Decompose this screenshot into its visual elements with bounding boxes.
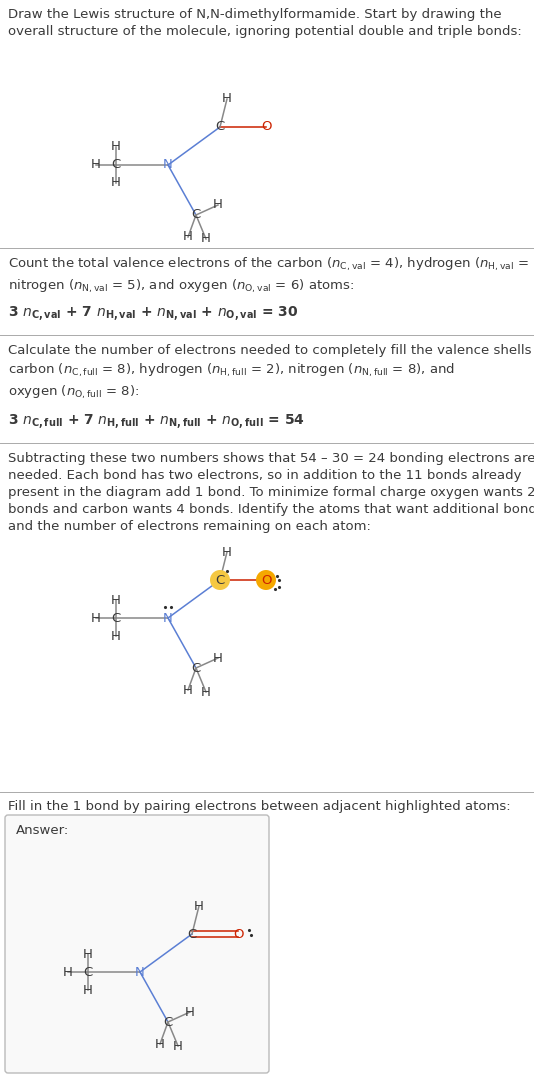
Text: O: O bbox=[261, 573, 271, 587]
Text: H: H bbox=[155, 1037, 165, 1050]
Text: H: H bbox=[201, 233, 211, 246]
Text: H: H bbox=[222, 545, 232, 559]
Text: H: H bbox=[194, 899, 204, 912]
Text: C: C bbox=[112, 612, 121, 625]
Text: Answer:: Answer: bbox=[16, 824, 69, 837]
Text: N: N bbox=[163, 612, 173, 625]
Ellipse shape bbox=[256, 570, 276, 590]
Text: H: H bbox=[183, 230, 193, 243]
Text: C: C bbox=[187, 927, 197, 940]
Text: C: C bbox=[163, 1016, 172, 1029]
Text: 3 $n_\mathbf{C,full}$ + 7 $n_\mathbf{H,full}$ + $n_\mathbf{N,full}$ + $n_\mathbf: 3 $n_\mathbf{C,full}$ + 7 $n_\mathbf{H,f… bbox=[8, 412, 305, 431]
Text: H: H bbox=[91, 612, 101, 625]
Text: H: H bbox=[213, 198, 223, 211]
Text: C: C bbox=[215, 121, 225, 134]
Text: H: H bbox=[213, 652, 223, 665]
Text: H: H bbox=[91, 158, 101, 171]
Text: H: H bbox=[173, 1039, 183, 1052]
Text: O: O bbox=[261, 121, 271, 134]
Text: C: C bbox=[83, 965, 92, 979]
Text: O: O bbox=[233, 927, 244, 940]
Text: N: N bbox=[163, 158, 173, 171]
Text: Count the total valence electrons of the carbon ($n_\mathrm{C,val}$ = 4), hydrog: Count the total valence electrons of the… bbox=[8, 256, 534, 295]
Text: C: C bbox=[191, 209, 201, 222]
FancyBboxPatch shape bbox=[5, 815, 269, 1073]
Text: H: H bbox=[222, 93, 232, 106]
Text: Fill in the 1 bond by pairing electrons between adjacent highlighted atoms:: Fill in the 1 bond by pairing electrons … bbox=[8, 800, 511, 813]
Text: H: H bbox=[111, 140, 121, 154]
Text: H: H bbox=[83, 983, 93, 996]
Text: C: C bbox=[112, 158, 121, 171]
Text: 3 $n_\mathbf{C,val}$ + 7 $n_\mathbf{H,val}$ + $n_\mathbf{N,val}$ + $n_\mathbf{O,: 3 $n_\mathbf{C,val}$ + 7 $n_\mathbf{H,va… bbox=[8, 304, 299, 323]
Text: H: H bbox=[63, 965, 73, 979]
Text: H: H bbox=[111, 593, 121, 606]
Text: Draw the Lewis structure of N,N-dimethylformamide. Start by drawing the
overall : Draw the Lewis structure of N,N-dimethyl… bbox=[8, 8, 522, 38]
Text: Calculate the number of electrons needed to completely fill the valence shells f: Calculate the number of electrons needed… bbox=[8, 344, 534, 401]
Text: H: H bbox=[185, 1006, 195, 1019]
Text: H: H bbox=[111, 177, 121, 190]
Text: H: H bbox=[201, 685, 211, 699]
Text: H: H bbox=[111, 629, 121, 643]
Ellipse shape bbox=[210, 570, 230, 590]
Text: C: C bbox=[215, 573, 225, 587]
Text: H: H bbox=[183, 684, 193, 697]
Text: C: C bbox=[191, 661, 201, 674]
Text: N: N bbox=[135, 965, 145, 979]
Text: H: H bbox=[83, 948, 93, 961]
Text: Subtracting these two numbers shows that 54 – 30 = 24 bonding electrons are
need: Subtracting these two numbers shows that… bbox=[8, 452, 534, 533]
